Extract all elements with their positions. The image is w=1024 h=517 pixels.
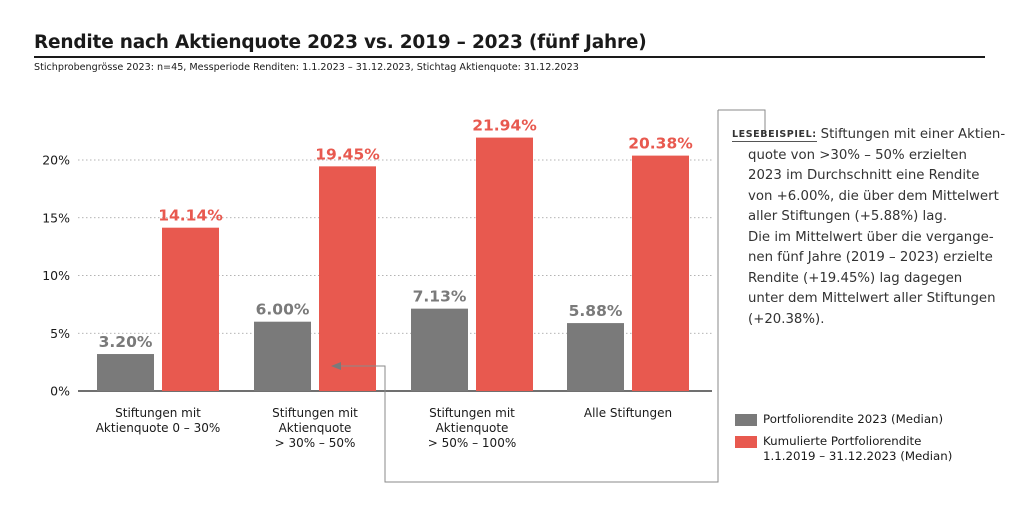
y-tick-label: 10% <box>42 268 70 283</box>
bar-s0-c0 <box>97 354 154 391</box>
connector-arrowhead <box>331 362 341 370</box>
value-label: 21.94% <box>472 117 537 135</box>
note-line-5: Die im Mittelwert über die vergange- <box>748 229 994 245</box>
connector-top <box>718 109 766 134</box>
value-label: 3.20% <box>99 333 153 351</box>
connector-line <box>340 110 719 483</box>
note-line-3: von +6.00%, die über dem Mittelwert <box>748 188 999 204</box>
value-label: 20.38% <box>628 135 693 153</box>
note-tag: LESEBEISPIEL: <box>732 129 817 142</box>
legend-label-cumulative: Kumulierte Portfoliorendite 1.1.2019 – 3… <box>763 434 953 463</box>
category-label: Aktienquote 0 – 30% <box>96 421 221 435</box>
legend-swatch-red <box>735 436 757 448</box>
legend-label-2023: Portfoliorendite 2023 (Median) <box>763 412 944 426</box>
category-label: > 30% – 50% <box>275 436 356 450</box>
bar-s1-c1 <box>319 166 376 391</box>
value-label: 19.45% <box>315 145 380 163</box>
note-line-6: nen fünf Jahre (2019 – 2023) erzielte <box>748 250 993 265</box>
value-label: 7.13% <box>413 288 467 306</box>
y-tick-label: 5% <box>50 326 70 341</box>
note-line-1: quote von >30% – 50% erzielten <box>748 147 967 163</box>
note-line-7: Rendite (+19.45%) lag dagegen <box>748 270 963 286</box>
y-tick-label: 15% <box>42 210 70 225</box>
category-label: > 50% – 100% <box>428 436 516 450</box>
y-tick-labels: 0% 5% 10% 15% 20% <box>42 153 70 399</box>
title-rule <box>34 56 985 58</box>
value-label: 5.88% <box>569 302 623 320</box>
category-label: Stiftungen mit <box>272 406 358 420</box>
category-label: Aktienquote <box>436 421 509 435</box>
legend-swatch-grey <box>735 414 757 426</box>
reading-example-note: LESEBEISPIEL: Stiftungen mit einer Aktien… <box>732 125 1006 330</box>
chart-title: Rendite nach Aktienquote 2023 vs. 2019 –… <box>34 32 647 53</box>
value-label: 14.14% <box>158 207 223 225</box>
category-label: Alle Stiftungen <box>584 406 672 420</box>
bar-s1-c2 <box>476 137 533 391</box>
bar-s0-c2 <box>411 308 468 391</box>
reading-example-connector <box>331 109 766 483</box>
bar-s1-c0 <box>162 227 219 391</box>
value-labels: 3.20% 6.00% 7.13% 5.88% 14.14% 19.45% 21.94% 20… <box>99 117 694 351</box>
category-label: Stiftungen mit <box>429 406 515 420</box>
bars <box>97 137 689 391</box>
chart-subtitle: Stichprobengrösse 2023: n=45, Messperiod… <box>34 62 579 73</box>
note-line-0: LESEBEISPIEL: Stiftungen mit einer Aktien… <box>732 127 1006 142</box>
value-label: 6.00% <box>256 301 310 319</box>
note-line-9: (+20.38%). <box>748 311 825 327</box>
y-tick-label: 0% <box>50 384 70 399</box>
note-line-2: 2023 im Durchschnitt eine Rendite <box>748 168 980 183</box>
category-label: Aktienquote <box>279 421 352 435</box>
bar-s0-c1 <box>254 321 311 391</box>
note-line-4: aller Stiftungen (+5.88%) lag. <box>748 209 948 224</box>
category-label: Stiftungen mit <box>115 406 201 420</box>
bar-s0-c3 <box>567 323 624 391</box>
bar-s1-c3 <box>632 155 689 391</box>
note-line-8: unter dem Mittelwert aller Stiftungen <box>748 291 996 306</box>
y-tick-label: 20% <box>42 153 70 168</box>
